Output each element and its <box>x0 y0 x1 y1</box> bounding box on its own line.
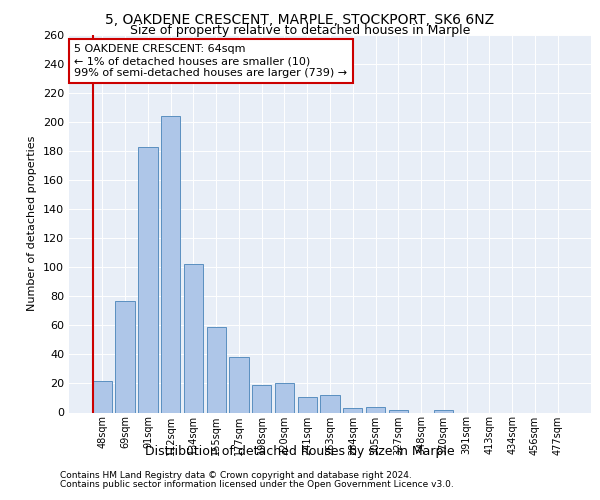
Bar <box>229 358 248 412</box>
Text: 5 OAKDENE CRESCENT: 64sqm
← 1% of detached houses are smaller (10)
99% of semi-d: 5 OAKDENE CRESCENT: 64sqm ← 1% of detach… <box>74 44 347 78</box>
Text: Contains HM Land Registry data © Crown copyright and database right 2024.: Contains HM Land Registry data © Crown c… <box>60 471 412 480</box>
Bar <box>184 264 203 412</box>
Bar <box>366 406 385 412</box>
Text: 5, OAKDENE CRESCENT, MARPLE, STOCKPORT, SK6 6NZ: 5, OAKDENE CRESCENT, MARPLE, STOCKPORT, … <box>106 12 494 26</box>
Bar <box>343 408 362 412</box>
Bar <box>389 410 408 412</box>
Text: Contains public sector information licensed under the Open Government Licence v3: Contains public sector information licen… <box>60 480 454 489</box>
Bar <box>138 147 158 412</box>
Bar <box>252 385 271 412</box>
Text: Size of property relative to detached houses in Marple: Size of property relative to detached ho… <box>130 24 470 37</box>
Y-axis label: Number of detached properties: Number of detached properties <box>28 136 37 312</box>
Bar <box>320 395 340 412</box>
Text: Distribution of detached houses by size in Marple: Distribution of detached houses by size … <box>145 444 455 458</box>
Bar <box>206 327 226 412</box>
Bar <box>161 116 181 412</box>
Bar <box>434 410 454 412</box>
Bar <box>298 396 317 412</box>
Bar <box>115 300 135 412</box>
Bar <box>93 380 112 412</box>
Bar <box>275 384 294 412</box>
